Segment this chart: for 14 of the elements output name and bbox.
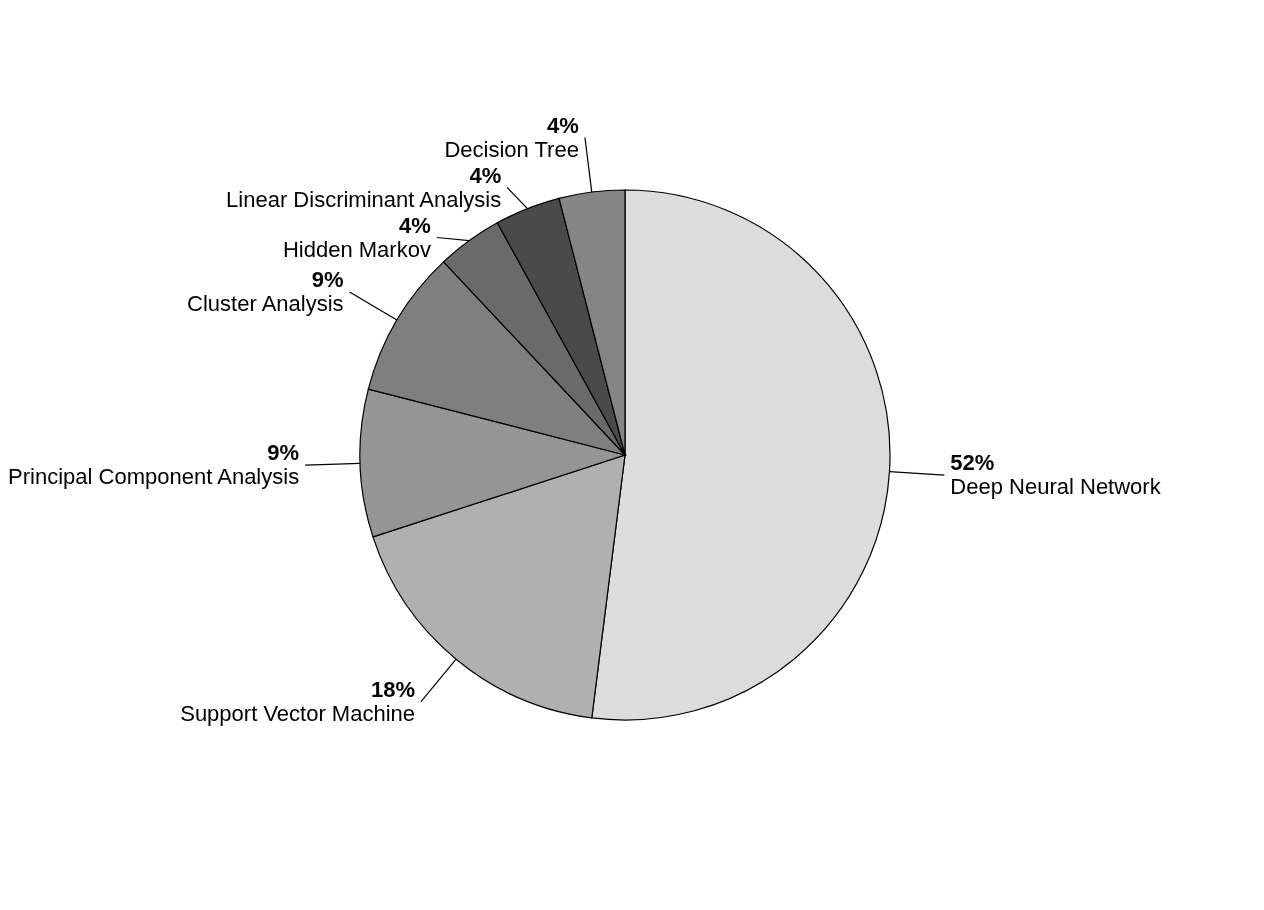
data-label: 4% [469,162,502,188]
data-label: 4% [399,212,431,238]
slice-label: Support Vector Machine [180,700,416,726]
data-label: 52% [950,450,995,476]
slice-label: Cluster Analysis [187,291,344,317]
data-label: 18% [370,676,416,702]
slice-label: Linear Discriminant Analysis [226,186,502,212]
slice-label: Decision Tree [444,136,579,162]
slice-label: Deep Neural Network [950,474,1162,500]
slice-label: Principal Component Analysis [8,464,300,490]
data-label: 9% [267,440,300,466]
data-label: 9% [311,267,344,293]
slice-label: Hidden Markov [282,236,431,262]
data-label: 4% [547,112,579,138]
